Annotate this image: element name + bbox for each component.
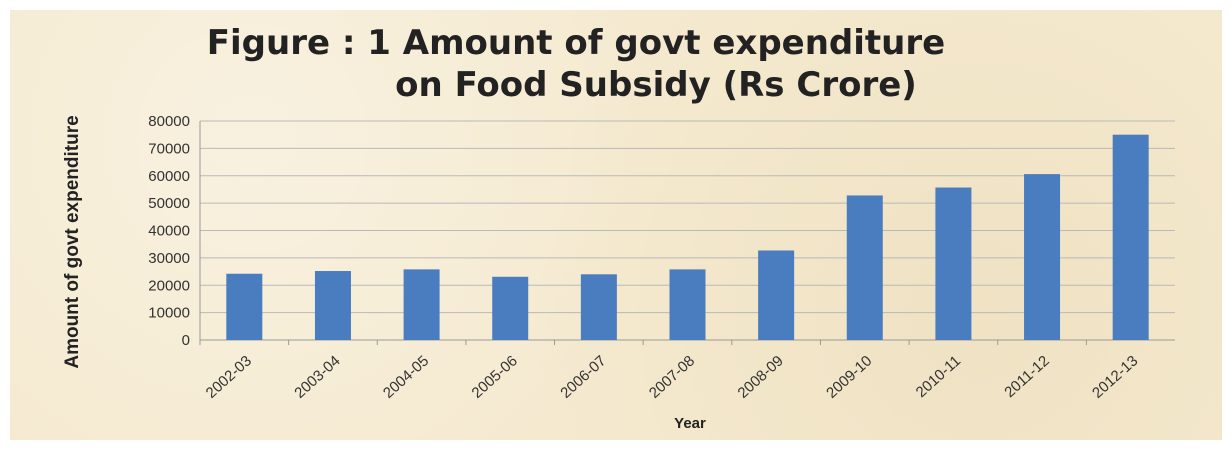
chart-background xyxy=(10,10,1222,440)
y-tick-label: 70000 xyxy=(148,140,190,157)
bar xyxy=(935,187,972,340)
x-tick-label: 2010-11 xyxy=(913,352,964,401)
y-tick-label: 0 xyxy=(182,332,190,349)
chart-title: Figure : 1 Amount of govt expenditure on… xyxy=(0,22,1232,106)
bar xyxy=(758,250,795,340)
y-axis-ticks: 0 10000 20000 30000 40000 50000 60000 70000 8000… xyxy=(148,113,190,349)
x-tick-label: 2004-05 xyxy=(380,352,432,401)
bar xyxy=(226,273,263,340)
y-tick-label: 10000 xyxy=(148,305,190,322)
bars xyxy=(226,134,1149,340)
bar xyxy=(1024,174,1061,340)
chart-title-line-1: Figure : 1 Amount of govt expenditure xyxy=(206,23,946,63)
y-axis-label: Amount of govt expenditure xyxy=(62,115,83,368)
bar xyxy=(1112,134,1149,340)
y-tick-label: 20000 xyxy=(148,277,190,294)
bar xyxy=(492,276,529,340)
bar xyxy=(846,195,883,340)
x-tick-label: 2009-10 xyxy=(823,352,875,401)
x-tick-label: 2006-07 xyxy=(557,352,609,401)
x-tick-label: 2008-09 xyxy=(735,352,787,401)
bar xyxy=(580,274,617,340)
x-tick-label: 2002-03 xyxy=(203,352,255,401)
x-tick-label: 2012-13 xyxy=(1089,352,1141,401)
y-tick-label: 40000 xyxy=(148,223,190,240)
bar xyxy=(314,271,351,340)
x-tick-label: 2007-08 xyxy=(646,352,698,401)
y-tick-label: 80000 xyxy=(148,113,190,130)
bar xyxy=(403,269,440,340)
x-tick-label: 2011-12 xyxy=(1001,352,1052,401)
y-tick-label: 50000 xyxy=(148,195,190,212)
x-tick-label: 2003-04 xyxy=(291,352,343,401)
x-axis-ticks: 2002-03 2003-04 2004-05 2005-06 2006-07 2007-… xyxy=(199,340,1141,402)
bar xyxy=(669,269,706,340)
x-tick-label: 2005-06 xyxy=(469,352,521,401)
x-axis-label: Year xyxy=(674,415,706,432)
y-tick-label: 60000 xyxy=(148,168,190,185)
y-tick-label: 30000 xyxy=(148,250,190,267)
chart-title-line-2: on Food Subsidy (Rs Crore) xyxy=(395,65,917,105)
